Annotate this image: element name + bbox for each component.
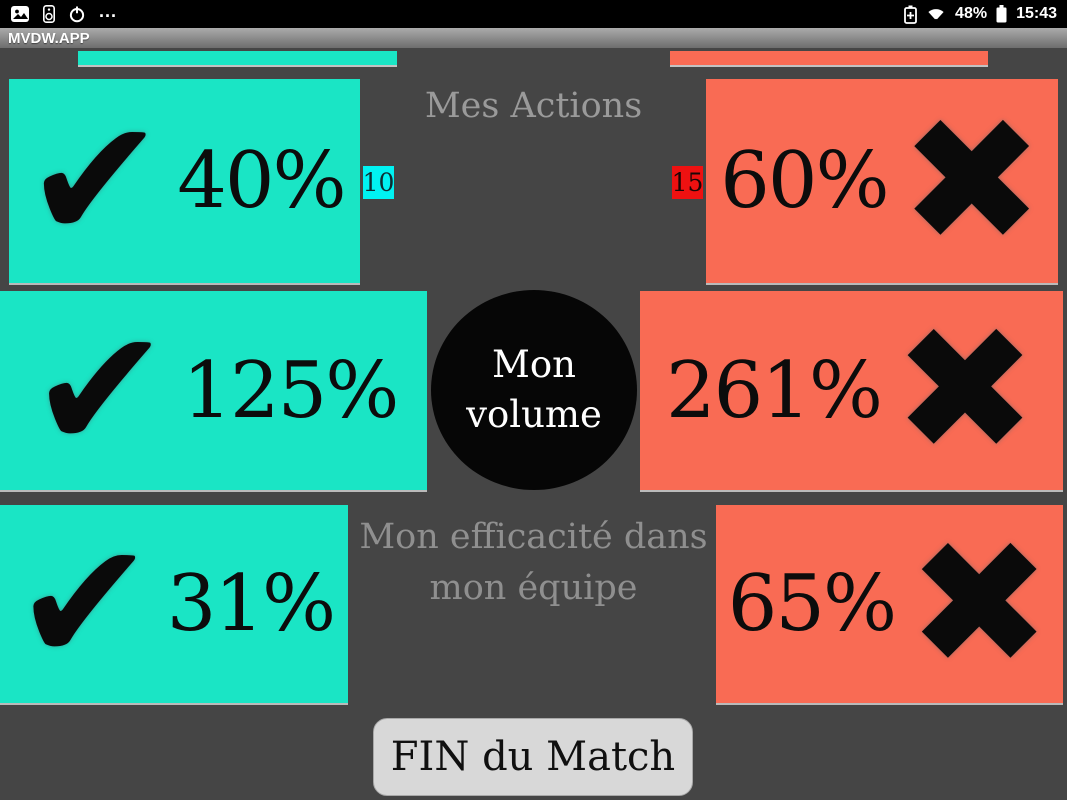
actions-negative-percent: 60% — [720, 136, 889, 226]
status-bar: ... 48% 15:43 — [0, 0, 1067, 28]
team-negative-percent: 65% — [727, 559, 897, 649]
speaker-icon — [43, 5, 55, 23]
actions-positive-box[interactable]: ✔ 40% — [9, 79, 360, 283]
more-notifications-indicator: ... — [99, 1, 118, 21]
cross-icon: ✖ — [907, 502, 1052, 704]
cross-icon: ✖ — [892, 289, 1038, 491]
team-efficiency-title-line1: Mon efficacité dans — [359, 517, 708, 557]
positive-bar-cutoff — [78, 51, 397, 65]
team-efficiency-title: Mon efficacité dans mon équipe — [0, 512, 1067, 614]
actions-positive-count-badge: 10 — [362, 166, 395, 199]
check-icon: ✔ — [29, 291, 171, 488]
volume-title-line2: volume — [466, 393, 602, 436]
team-positive-box[interactable]: ✔ 31% — [0, 505, 348, 703]
app-title-bar: MVDW.APP — [0, 28, 1067, 48]
volume-positive-percent: 125% — [182, 345, 399, 436]
clock-time: 15:43 — [1016, 5, 1057, 22]
end-match-button[interactable]: FIN du Match — [373, 718, 693, 796]
battery-saver-icon — [904, 5, 917, 24]
wifi-icon — [928, 9, 944, 22]
status-bar-right: 48% 15:43 — [904, 5, 1057, 24]
volume-title-line1: Mon — [492, 343, 576, 387]
app-title: MVDW.APP — [8, 29, 90, 47]
negative-bar-cutoff — [670, 51, 988, 65]
battery-icon — [996, 5, 1007, 23]
power-icon — [69, 6, 85, 23]
check-icon: ✔ — [13, 505, 155, 702]
actions-section-title: Mes Actions — [424, 86, 643, 126]
team-efficiency-title-line2: mon équipe — [429, 567, 638, 608]
actions-negative-count-badge: 15 — [671, 166, 704, 199]
image-icon — [11, 6, 29, 22]
actions-negative-box[interactable]: 60% ✖ — [706, 79, 1058, 283]
actions-positive-percent: 40% — [177, 136, 346, 226]
status-bar-left: ... — [10, 1, 118, 23]
volume-positive-box[interactable]: ✔ 125% — [0, 291, 427, 490]
volume-circle-label[interactable]: Mon volume — [431, 290, 637, 490]
team-negative-box[interactable]: 65% ✖ — [716, 505, 1063, 703]
team-positive-percent: 31% — [166, 559, 336, 649]
volume-negative-percent: 261% — [665, 345, 883, 436]
volume-negative-box[interactable]: 261% ✖ — [640, 291, 1063, 490]
cross-icon: ✖ — [899, 79, 1044, 281]
check-icon: ✔ — [24, 82, 166, 279]
battery-percent: 48% — [955, 5, 988, 22]
